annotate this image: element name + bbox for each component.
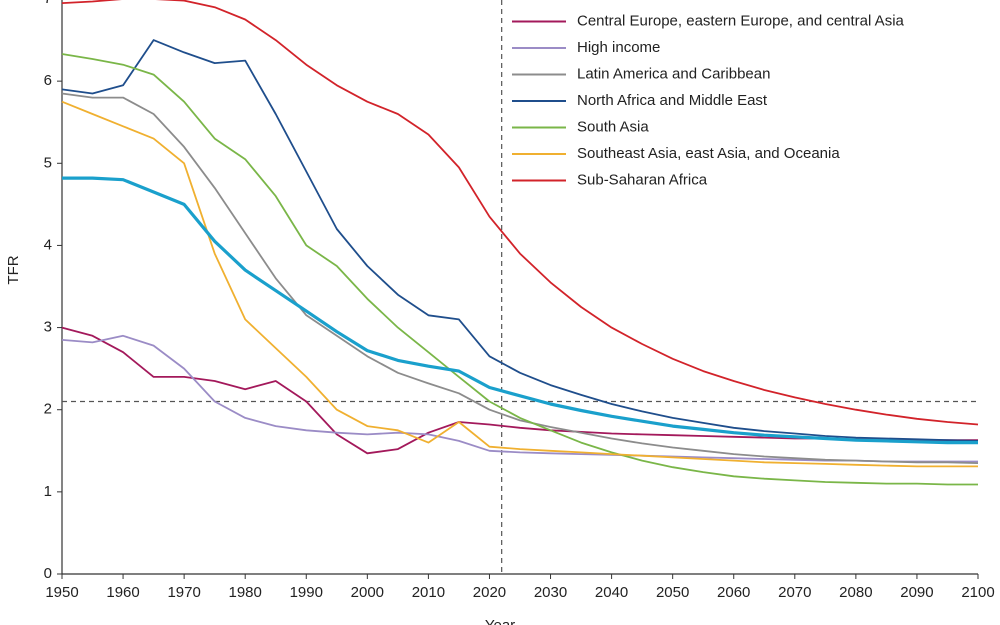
x-tick-label: 1990 — [290, 584, 323, 601]
legend-label: Sub-Saharan Africa — [577, 171, 708, 188]
legend-label: Southeast Asia, east Asia, and Oceania — [577, 145, 840, 162]
y-tick-label: 4 — [44, 236, 52, 253]
y-axis-label: TFR — [5, 255, 22, 284]
x-tick-label: 1980 — [229, 584, 262, 601]
x-tick-label: 2080 — [839, 584, 872, 601]
x-tick-label: 2070 — [778, 584, 811, 601]
legend-label: South Asia — [577, 118, 649, 135]
legend-label: Global — [577, 0, 620, 3]
y-tick-label: 2 — [44, 401, 52, 418]
x-tick-label: 1960 — [106, 584, 139, 601]
y-tick-label: 0 — [44, 565, 52, 582]
y-tick-label: 6 — [44, 72, 52, 89]
series-line — [61, 0, 979, 426]
x-tick-label: 2000 — [351, 584, 384, 601]
x-axis-label: Year — [485, 617, 515, 625]
x-tick-label: 2020 — [473, 584, 506, 601]
y-tick-label: 3 — [44, 319, 52, 336]
series-line — [61, 53, 978, 486]
y-tick-label: 1 — [44, 483, 52, 500]
legend-label: North Africa and Middle East — [577, 92, 768, 109]
series-line — [61, 334, 978, 463]
legend-label: High income — [577, 39, 660, 56]
series-line — [61, 92, 979, 464]
series-line — [61, 100, 978, 468]
y-tick-label: 7 — [44, 0, 52, 7]
series-line — [62, 176, 978, 445]
x-tick-label: 2050 — [656, 584, 689, 601]
y-tick-label: 5 — [44, 154, 52, 171]
x-tick-label: 2040 — [595, 584, 628, 601]
x-tick-label: 2090 — [900, 584, 933, 601]
x-tick-label: 2030 — [534, 584, 567, 601]
x-tick-label: 1950 — [45, 584, 78, 601]
x-tick-label: 2010 — [412, 584, 445, 601]
series-line — [61, 326, 978, 455]
series-line — [61, 39, 979, 442]
legend-label: Latin America and Caribbean — [577, 65, 770, 82]
x-tick-label: 1970 — [167, 584, 200, 601]
legend-label: Central Europe, eastern Europe, and cent… — [577, 12, 905, 29]
x-tick-label: 2060 — [717, 584, 750, 601]
x-tick-label: 2100 — [961, 584, 994, 601]
